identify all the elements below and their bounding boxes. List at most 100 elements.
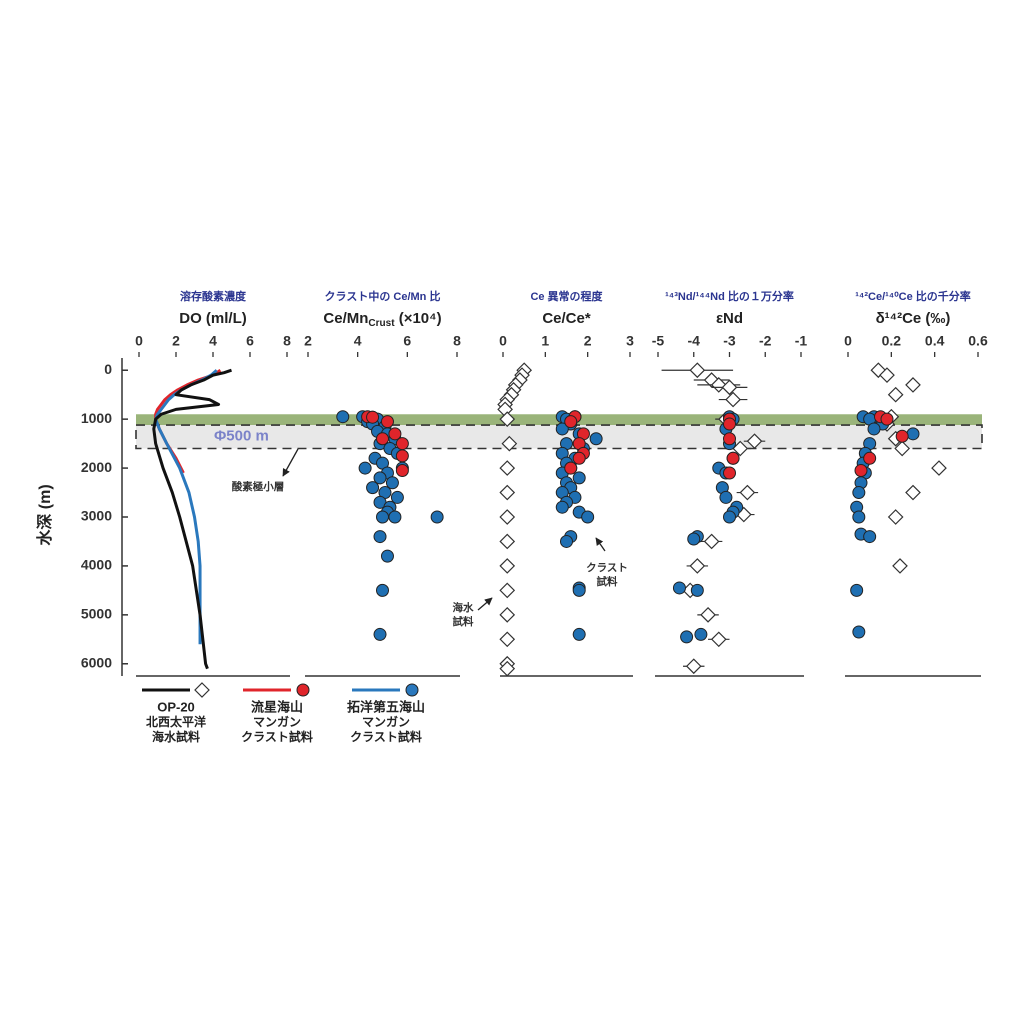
- legend-label: 流星海山: [251, 699, 303, 714]
- point: [358, 461, 372, 475]
- x-tick-label: 6: [246, 333, 254, 349]
- x-axis-label: εNd: [716, 310, 743, 327]
- y-tick-label: 1000: [81, 410, 112, 426]
- diamond-point: [905, 484, 921, 501]
- point: [880, 412, 894, 426]
- point: [723, 466, 736, 480]
- legend-label: 拓洋第五海山: [347, 699, 425, 714]
- point: [555, 500, 569, 514]
- y-tick-label: 4000: [81, 557, 112, 573]
- diamond-point: [710, 377, 727, 393]
- point: [852, 625, 866, 639]
- diamond-point: [689, 558, 706, 574]
- x-tick-label: 0.4: [925, 333, 945, 349]
- point: [373, 530, 387, 544]
- point: [895, 429, 909, 443]
- x-tick-label: 1: [541, 333, 549, 349]
- point: [430, 510, 444, 524]
- point: [572, 627, 586, 641]
- point: [672, 581, 686, 595]
- point: [376, 510, 389, 524]
- point: [366, 481, 380, 495]
- diamond-point: [499, 460, 516, 476]
- diamond-point: [499, 631, 516, 648]
- point: [366, 410, 380, 424]
- x-tick-label: -4: [688, 333, 701, 349]
- point: [388, 510, 402, 524]
- point: [719, 490, 733, 504]
- point: [376, 432, 389, 446]
- diamond-point: [892, 558, 908, 574]
- x-tick-label: 2: [172, 333, 180, 349]
- diamond-point: [499, 509, 516, 525]
- x-tick-label: -1: [795, 333, 808, 349]
- point: [572, 471, 586, 485]
- point: [690, 583, 704, 597]
- diamond-point: [725, 391, 741, 408]
- point: [723, 417, 736, 431]
- panel-subtitle: Ce 異常の程度: [530, 289, 603, 303]
- x-axis-label: Ce/MnCrust (×10⁴): [323, 310, 441, 329]
- point: [581, 510, 595, 524]
- x-tick-label: 0: [135, 333, 143, 349]
- x-axis-label: Ce/Ce*: [542, 310, 591, 327]
- diamond-point: [700, 606, 716, 623]
- point: [380, 549, 394, 563]
- diamond-point: [685, 658, 702, 675]
- box-label: Φ500 m: [214, 428, 269, 445]
- annotation: 酸素極小層: [232, 480, 285, 493]
- diamond-point: [499, 533, 516, 550]
- x-tick-label: -3: [723, 333, 736, 349]
- annotation: 試料: [453, 615, 474, 628]
- point: [373, 627, 387, 641]
- legend-label: クラスト試料: [350, 729, 422, 744]
- x-tick-label: 4: [354, 333, 362, 349]
- x-tick-label: 0.2: [882, 333, 902, 349]
- x-tick-label: 2: [304, 333, 312, 349]
- x-tick-label: 0.6: [968, 333, 988, 349]
- point: [376, 583, 389, 597]
- legend-label: OP-20: [157, 699, 195, 714]
- diamond-point: [887, 509, 904, 525]
- legend-marker: [194, 682, 210, 698]
- point: [336, 410, 350, 424]
- diamond-point: [887, 386, 904, 403]
- arrow: [282, 448, 299, 477]
- label-part: (×10⁴): [395, 310, 442, 327]
- annotation: 試料: [597, 575, 618, 588]
- arrow: [595, 537, 606, 552]
- diamond-point: [732, 440, 749, 457]
- legend-label: マンガン: [253, 714, 301, 729]
- x-tick-label: 4: [209, 333, 217, 349]
- diamond-point: [746, 433, 763, 450]
- legend-marker: [405, 683, 419, 697]
- point: [395, 437, 409, 451]
- x-axis-label: DO (ml/L): [179, 310, 247, 327]
- diamond-point: [931, 460, 947, 476]
- diamond-point: [501, 435, 518, 452]
- point: [589, 432, 603, 446]
- point: [373, 471, 387, 485]
- point: [395, 449, 409, 463]
- point: [723, 510, 736, 524]
- point: [854, 464, 868, 478]
- diamond-point: [703, 533, 720, 550]
- diamond-point: [499, 558, 516, 574]
- diamond-point: [905, 377, 921, 393]
- x-tick-label: 8: [283, 333, 291, 349]
- point: [680, 630, 694, 644]
- point: [852, 486, 866, 500]
- diamond-point: [499, 411, 516, 428]
- x-tick-label: 0: [844, 333, 852, 349]
- panel-subtitle: 溶存酸素濃度: [180, 289, 247, 303]
- diamond-point: [894, 440, 911, 457]
- x-tick-label: 6: [403, 333, 411, 349]
- x-tick-label: 0: [499, 333, 507, 349]
- panel-subtitle: ¹⁴³Nd/¹⁴⁴Nd 比の１万分率: [665, 289, 794, 303]
- point: [390, 490, 404, 504]
- point: [694, 627, 708, 641]
- diamond-point: [710, 631, 727, 648]
- x-tick-label: 3: [626, 333, 634, 349]
- point: [395, 464, 409, 478]
- point: [564, 415, 578, 429]
